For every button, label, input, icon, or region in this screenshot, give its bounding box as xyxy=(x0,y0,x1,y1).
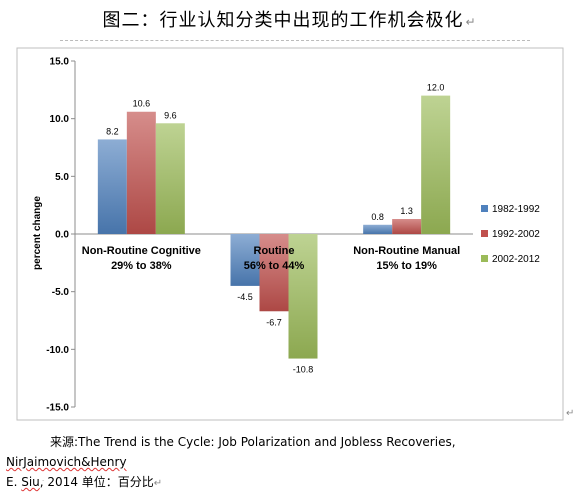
legend-entry: 1982-1992 xyxy=(492,204,540,215)
category-label: Non-Routine Manual xyxy=(353,245,460,257)
page-title: 图二：行业认知分类中出现的工作机会极化 ↵ xyxy=(0,6,579,32)
data-label: -4.5 xyxy=(237,292,253,302)
caption-line2: E. xyxy=(6,475,22,489)
legend-entry: 1992-2002 xyxy=(492,229,540,240)
caption-main: The Trend is the Cycle: Job Polarization… xyxy=(78,435,456,449)
legend-swatch xyxy=(481,230,488,237)
data-label: 12.0 xyxy=(427,83,445,93)
data-label: 9.6 xyxy=(164,110,177,120)
category-sublabel: 56% to 44% xyxy=(244,260,305,272)
bar-1992-2002-2 xyxy=(392,219,422,234)
caption-siu: Siu xyxy=(21,475,40,489)
y-tick-label: 15.0 xyxy=(50,57,70,68)
bar-2002-2012-2 xyxy=(421,95,451,234)
bar-2002-2012-0 xyxy=(155,123,185,234)
category-label: Routine xyxy=(254,245,295,257)
y-axis-label: percent change xyxy=(32,196,43,270)
bar-1982-1992-1 xyxy=(230,234,260,286)
caption-paragraph-mark: ↵ xyxy=(153,478,163,489)
bar-1982-1992-0 xyxy=(97,139,127,234)
category-label: Non-Routine Cognitive xyxy=(82,245,201,257)
row-end-mark: ↵ xyxy=(566,408,575,419)
y-tick-label: -5.0 xyxy=(52,287,70,298)
bar-1992-2002-0 xyxy=(126,111,156,234)
legend-swatch xyxy=(481,205,488,212)
page-title-text: 图二：行业认知分类中出现的工作机会极化 xyxy=(102,10,464,31)
bar-1982-1992-2 xyxy=(363,224,393,234)
bar-2002-2012-1 xyxy=(288,234,318,359)
dashed-separator xyxy=(60,40,530,43)
category-sublabel: 29% to 38% xyxy=(111,260,172,272)
source-caption: 来源:The Trend is the Cycle: Job Polarizat… xyxy=(6,432,571,494)
y-tick-label: -15.0 xyxy=(46,403,69,414)
data-label: 1.3 xyxy=(400,206,413,216)
y-tick-label: 5.0 xyxy=(55,172,69,183)
y-tick-label: 10.0 xyxy=(50,114,70,125)
legend-entry: 2002-2012 xyxy=(492,254,540,265)
y-tick-label: -10.0 xyxy=(46,345,69,356)
paragraph-mark: ↵ xyxy=(465,15,477,29)
y-tick-label: 0.0 xyxy=(55,230,69,241)
caption-prefix: 来源: xyxy=(50,435,79,449)
data-label: 8.2 xyxy=(106,126,119,136)
category-sublabel: 15% to 19% xyxy=(376,260,437,272)
cursor-mark: . xyxy=(42,474,45,483)
data-label: -10.8 xyxy=(293,365,314,375)
caption-year-unit: , 2014 单位：百分比 xyxy=(39,475,154,489)
caption-authors: NirJaimovich&Henry xyxy=(6,455,127,469)
bar-chart: 15.0 10.0 5.0 0.0 -5.0 -10.0 -15.0 8.2 10.6 9.6 N… xyxy=(16,47,564,421)
data-label: 10.6 xyxy=(133,99,151,109)
data-label: -6.7 xyxy=(266,317,282,327)
data-label: 0.8 xyxy=(371,212,384,222)
bar-1992-2002-1 xyxy=(259,234,289,312)
legend-swatch xyxy=(481,255,488,262)
